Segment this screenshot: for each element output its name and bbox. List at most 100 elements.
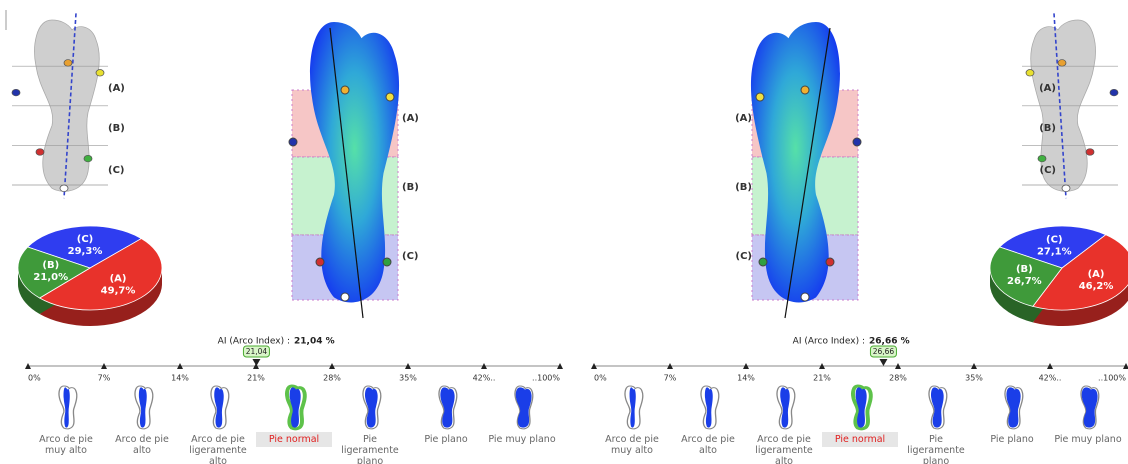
zone-label: (B) [735,182,752,193]
icon-imprint [365,387,378,428]
category-label: Arco de pie alto [681,434,735,456]
scale-tick-label: ..100% [532,374,560,383]
icon-imprint [440,387,455,428]
landmark-dot [340,292,350,302]
scale-tick [481,363,487,369]
pie-slice [998,225,1107,269]
icon-imprint [704,387,713,428]
landmark-dot [288,137,298,147]
scale-tick-label: 28% [323,374,341,383]
category-label: Arco de pie muy alto [39,434,93,456]
scale-tick [743,363,749,369]
zone-label: (C) [736,251,752,262]
icon-imprint [214,387,224,428]
pie-value: 21,0% [33,272,68,283]
scale-tick [591,363,597,369]
icon-imprint [1081,387,1098,428]
foot-axis [329,27,364,319]
foot-panel: (A)(B)(C)(A)(B)(C)(C)27,1%(A)46,2%(B)26,… [591,13,1128,431]
category-icon [624,385,644,430]
icon-imprint [629,387,636,428]
category-label: Pie ligeramente plano [341,434,399,464]
arch-index-marker [879,359,888,366]
scale-tick-label: 7% [98,374,111,383]
reference-dot [35,148,45,156]
scale-tick-label: 42%.. [1039,374,1062,383]
scale-tick-label: 0% [28,374,41,383]
pie-value: 29,3% [68,246,103,257]
arch-index-marker-label: 26,66 [873,347,895,356]
scale-tick-label: 21% [813,374,831,383]
reference-zone-label: (A) [108,83,125,94]
reference-dot [11,88,21,97]
arch-index-label: AI (Arco Index) : [793,337,865,347]
icon-imprint [515,387,532,428]
zone-label: (A) [402,113,419,124]
landmark-dot [340,85,350,95]
category-label: Pie muy plano [488,434,556,445]
reference-dot [63,59,73,67]
pie-value: 26,7% [1007,276,1042,287]
reference-dot [1057,59,1067,67]
arch-index-marker-box [242,345,270,358]
pie-slice [26,225,143,269]
category-icon [58,385,78,430]
pie-label: (A) [110,273,127,284]
scale-tick-label: 35% [399,374,417,383]
reference-dot [95,69,105,77]
scale-tick-label: 21% [247,374,265,383]
category-icon [776,385,796,430]
category-icon [928,385,948,430]
pie-slice [989,246,1063,307]
category-icon [210,385,230,430]
pie-label: (A) [1088,269,1105,280]
category-label: Arco de pie alto [115,434,169,456]
scale-tick [971,363,977,369]
scale-tick [101,363,107,369]
pie-label: (B) [1016,264,1033,275]
landmark-dot [385,92,395,102]
pie-label: (C) [77,234,93,245]
zone-label: (C) [402,251,418,262]
scale-tick [253,363,259,369]
scale-tick-label: 0% [594,374,607,383]
scale-tick-label: 28% [889,374,907,383]
arch-index-marker-label: 21,04 [246,347,268,356]
foot-panel: (A)(B)(C)(A)(B)(C)(C)29,3%(A)49,7%(B)21,… [11,13,563,431]
icon-imprint [855,387,867,428]
scale-tick-label: 35% [965,374,983,383]
category-label: Pie normal [822,432,898,447]
scale-tick [25,363,31,369]
scale-tick [819,363,825,369]
scale-tick-label: 14% [737,374,755,383]
arch-index-label: AI (Arco Index) : [218,337,290,347]
category-label: Arco de pie muy alto [605,434,659,456]
scale-tick-label: ..100% [1098,374,1126,383]
icon-imprint [138,387,147,428]
scale-tick [895,363,901,369]
pie-label: (B) [42,260,59,271]
pressure-map [750,22,840,303]
scale-tick-label: 42%.. [473,374,496,383]
landmark-dot [800,292,810,302]
landmark-dot [755,92,765,102]
reference-dot [1085,148,1095,156]
reference-diagram [1021,13,1119,199]
pie-slice [17,246,91,299]
category-icon [700,385,720,430]
scale-tick [329,363,335,369]
reference-dot [1037,154,1047,163]
category-label: Pie plano [424,434,468,445]
category-label: Arco de pie ligeramente alto [755,434,813,464]
landmark-dot [382,257,392,267]
arch-index-value: 21,04 % [294,337,335,347]
scale-tick-label: 7% [664,374,677,383]
category-icon [514,385,534,430]
reference-zone-label: (B) [1039,123,1056,134]
category-label: Pie normal [256,432,332,447]
scale-tick [1047,363,1053,369]
reference-zone-label: (A) [1039,83,1056,94]
category-label: Pie plano [990,434,1034,445]
